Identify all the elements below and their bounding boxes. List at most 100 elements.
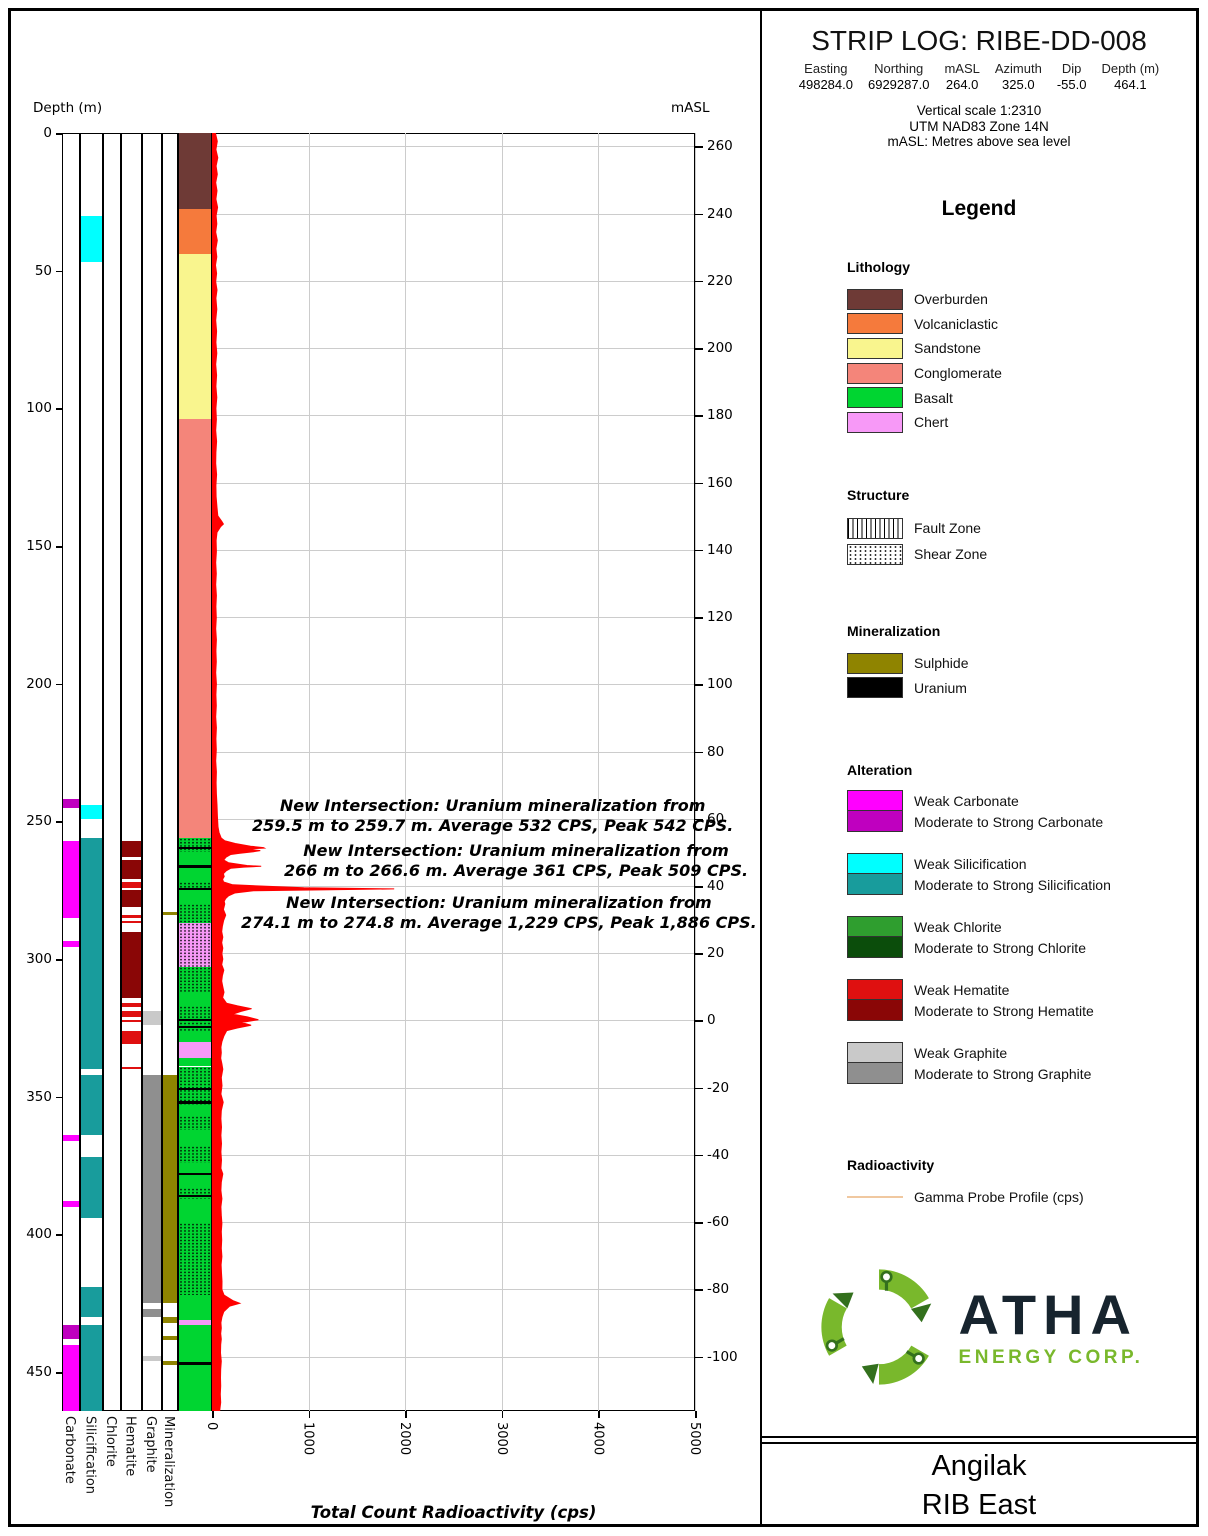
gridline-horizontal xyxy=(213,751,694,753)
logo-name: ATHA xyxy=(958,1282,1138,1346)
masl-tick xyxy=(695,1154,703,1157)
legend-section-alteration: Alteration Weak Carbonate Moderate to Str… xyxy=(847,762,1111,1105)
uranium-band xyxy=(179,1018,211,1022)
legend-item: Moderate to Strong Graphite xyxy=(847,1063,1111,1084)
alteration-legend-rows: Weak Carbonate Moderate to Strong Carbona… xyxy=(847,790,1111,1084)
legend-item: Uranium xyxy=(847,676,969,701)
legend-panel: STRIP LOG: RIBE-DD-008 Easting 498284.0 No… xyxy=(762,11,1196,1524)
track-interval-hematite xyxy=(122,1011,141,1017)
legend-item-label: Fault Zone xyxy=(914,520,981,536)
depth-tick xyxy=(56,270,62,273)
depth-tick xyxy=(56,959,62,961)
depth-tick xyxy=(56,1234,62,1236)
track-interval-carbonate xyxy=(63,1135,79,1141)
track-box-chlorite xyxy=(103,133,121,1411)
masl-tick-label: 180 xyxy=(707,407,733,424)
track-interval-silicification xyxy=(81,1074,102,1136)
annotation-line: 274.1 m to 274.8 m. Average 1,229 CPS, P… xyxy=(241,913,757,932)
legend-item: Moderate to Strong Chlorite xyxy=(847,937,1111,958)
track-interval-hematite xyxy=(122,920,141,924)
header-notes: Vertical scale 1:2310 UTM NAD83 Zone 14N… xyxy=(762,103,1196,150)
structure-overlay xyxy=(179,1187,211,1199)
lithology-interval xyxy=(179,1223,211,1296)
x-tick xyxy=(308,1411,311,1418)
alteration-group: Weak Carbonate Moderate to Strong Carbona… xyxy=(847,790,1111,832)
masl-tick-label: 60 xyxy=(707,810,725,827)
lithology-interval xyxy=(179,1325,211,1411)
masl-tick-label: 240 xyxy=(707,205,733,222)
legend-item-label: Weak Graphite xyxy=(914,1044,1008,1061)
lithology-interval xyxy=(179,208,211,255)
depth-tick-label: 450 xyxy=(26,1364,52,1381)
lithology-swatch xyxy=(847,288,903,310)
lithology-interval xyxy=(179,837,211,852)
track-interval-hematite xyxy=(122,1030,141,1045)
legend-item: Shear Zone xyxy=(847,541,987,567)
structure-overlay xyxy=(179,904,211,924)
track-interval-hematite xyxy=(122,1003,141,1008)
legend-section-radioactivity: Radioactivity Gamma Probe Profile (cps) xyxy=(847,1157,1084,1210)
lithology-interval xyxy=(179,904,211,924)
header-field: Azimuth 325.0 xyxy=(995,61,1042,92)
legend-item-label: Conglomerate xyxy=(914,365,1002,382)
masl-tick xyxy=(695,146,703,148)
uranium-band xyxy=(179,1025,211,1029)
gridline-horizontal xyxy=(213,953,694,955)
annotation-line: New Intersection: Uranium mineralization… xyxy=(279,796,706,815)
masl-tick-label: -60 xyxy=(707,1214,730,1231)
area-name: RIB East xyxy=(921,1489,1037,1521)
track-label-mineralization: Mineralization xyxy=(161,1416,176,1508)
alteration-swatch-strong xyxy=(847,811,903,832)
track-interval-graphite xyxy=(143,1355,161,1362)
legend-item-label: Chert xyxy=(914,414,949,431)
gridline-horizontal xyxy=(213,617,694,619)
lithology-interval xyxy=(179,882,211,888)
track-interval-silicification xyxy=(81,1286,102,1318)
gridline-horizontal xyxy=(213,684,694,686)
legend-item-label: Moderate to Strong Carbonate xyxy=(914,813,1104,830)
header-field-value: -55.0 xyxy=(1056,77,1087,92)
lithology-interval xyxy=(179,1058,211,1067)
track-interval-carbonate xyxy=(63,1201,79,1207)
track-interval-hematite xyxy=(122,882,141,888)
masl-tick-label: 160 xyxy=(707,474,733,491)
structure-swatch xyxy=(847,543,903,565)
masl-tick xyxy=(695,213,703,216)
gamma-probe-profile xyxy=(212,133,395,1411)
track-label-graphite: Graphite xyxy=(143,1416,158,1473)
header-field-label: Northing xyxy=(874,61,924,76)
strip-log-title: STRIP LOG: RIBE-DD-008 xyxy=(811,25,1147,56)
depth-tick xyxy=(56,546,62,548)
legend-title: Legend xyxy=(941,197,1017,220)
track-interval-silicification xyxy=(81,1325,102,1411)
gridline-horizontal xyxy=(213,818,694,820)
masl-tick xyxy=(695,886,703,888)
gridline-horizontal xyxy=(213,1154,694,1156)
structure-overlay xyxy=(179,837,211,852)
radioactivity-axis-title: Total Count Radioactivity (cps) xyxy=(310,1503,597,1522)
masl-tick xyxy=(695,1087,703,1090)
lithology-interval xyxy=(179,1030,211,1042)
track-interval-graphite xyxy=(143,1074,161,1304)
masl-tick-label: 120 xyxy=(707,609,733,626)
gridline-vertical xyxy=(501,133,503,1411)
uranium-band xyxy=(179,1362,211,1365)
header-field: Dip -55.0 xyxy=(1057,61,1087,92)
depth-tick-label: 100 xyxy=(26,400,52,417)
legend-item-label: Overburden xyxy=(914,291,988,308)
track-label-hematite: Hematite xyxy=(122,1416,138,1477)
structure-overlay xyxy=(179,923,211,968)
company-logo: ATHA ENERGY CORP. xyxy=(762,1263,1196,1391)
section-title-structure: Structure xyxy=(847,487,910,503)
header-field: Easting 498284.0 xyxy=(799,61,853,92)
track-interval-hematite xyxy=(122,915,141,918)
header-field-label: Dip xyxy=(1061,61,1082,76)
radioactivity-legend-rows: Gamma Probe Profile (cps) xyxy=(847,1185,1084,1210)
panel-divider xyxy=(760,11,762,1524)
masl-tick xyxy=(695,549,703,552)
x-tick xyxy=(598,1411,600,1418)
lithology-interval xyxy=(179,1041,211,1059)
track-interval-mineralization xyxy=(163,1361,177,1366)
header-field-value: 325.0 xyxy=(1002,77,1035,92)
alteration-swatch-strong xyxy=(847,1000,903,1021)
